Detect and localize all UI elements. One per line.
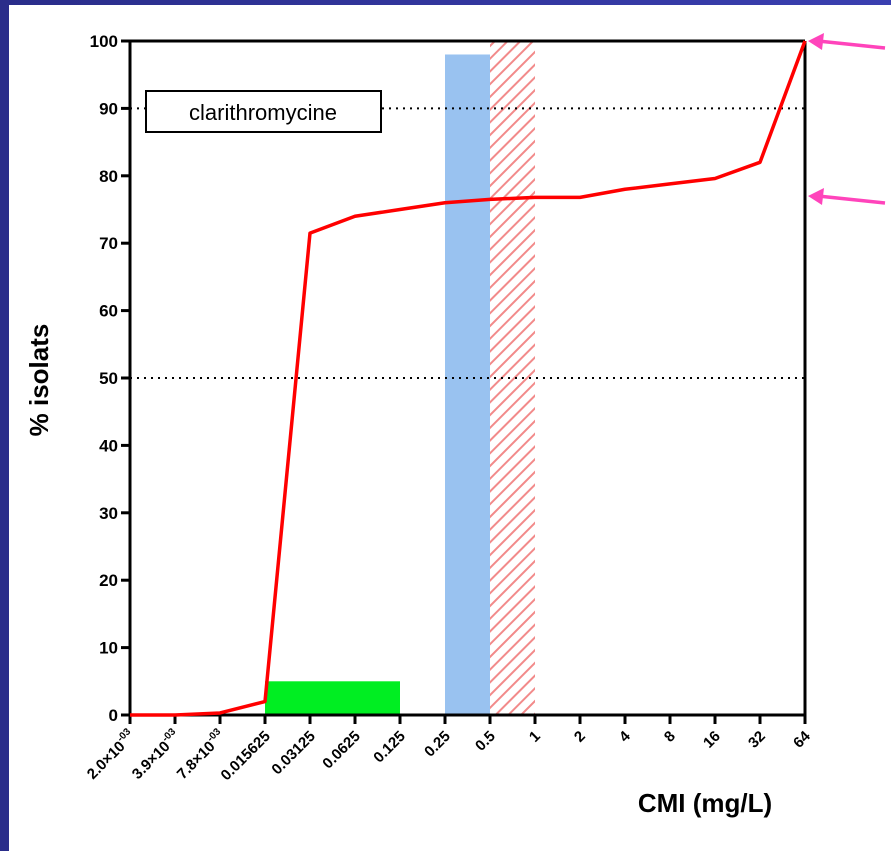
x-tick-label-14: 32 [745, 728, 769, 752]
annotation-arrow-line-0 [817, 39, 886, 50]
x-tick-label-10: 2 [571, 728, 589, 746]
y-tick-label-30: 30 [99, 504, 118, 523]
annotation-arrowhead-0 [808, 33, 824, 50]
x-tick-label-5: 0.0625 [319, 728, 363, 772]
y-tick-label-60: 60 [99, 302, 118, 321]
annotation-arrows [808, 33, 886, 206]
x-tick-label-13: 16 [700, 728, 724, 752]
y-tick-label-80: 80 [99, 167, 118, 186]
y-tick-label-10: 10 [99, 639, 118, 658]
y-tick-label-40: 40 [99, 436, 118, 455]
series-line-0 [130, 40, 807, 717]
x-tick-label-0: 2.0×10-03 [82, 726, 139, 783]
x-tick-label-3: 0.015625 [218, 728, 274, 784]
band-2 [490, 41, 535, 715]
axis-titles: CMI (mg/L) % isolats [24, 324, 772, 818]
y-tick-label-100: 100 [90, 32, 118, 51]
x-tick-label-1: 3.9×10-03 [127, 726, 184, 783]
legend-box [145, 90, 382, 133]
x-axis-title: CMI (mg/L) [638, 788, 772, 818]
annotation-arrowhead-1 [808, 188, 824, 206]
x-tick-label-9: 1 [526, 728, 544, 746]
x-tick-label-7: 0.25 [421, 728, 454, 761]
x-tick-label-8: 0.5 [472, 728, 499, 755]
x-tick-label-4: 0.03125 [268, 728, 318, 778]
band-0 [265, 681, 400, 715]
x-tick-label-6: 0.125 [370, 728, 409, 767]
series-layer [130, 40, 807, 717]
y-tick-label-70: 70 [99, 234, 118, 253]
y-tick-label-20: 20 [99, 571, 118, 590]
legend: clarithromycine [145, 90, 382, 133]
annotation-arrow-line-1 [817, 194, 886, 205]
band-1 [445, 54, 490, 716]
y-tick-label-0: 0 [109, 706, 118, 725]
y-tick-label-90: 90 [99, 99, 118, 118]
x-tick-label-11: 4 [616, 727, 634, 745]
legend-label: clarithromycine [189, 100, 337, 125]
bands-layer [265, 41, 535, 716]
y-tick-label-50: 50 [99, 369, 118, 388]
x-tick-label-12: 8 [661, 728, 679, 746]
x-tick-label-15: 64 [790, 727, 814, 751]
y-axis-title: % isolats [24, 324, 54, 437]
